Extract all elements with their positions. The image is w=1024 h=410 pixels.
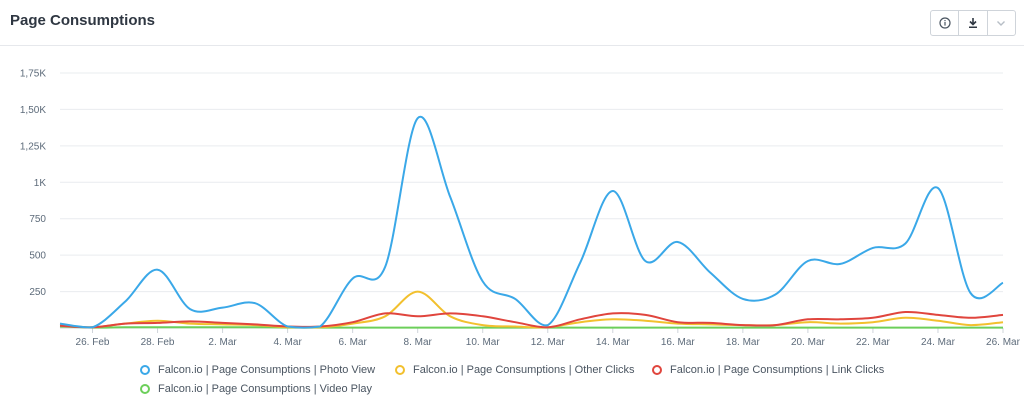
series-line-link-clicks[interactable] (59, 310, 1004, 329)
x-tick-label: 2. Mar (208, 337, 237, 348)
line-chart: 250 500 750 1K 1,25K 1,50K 1,75K 26. Feb 28. Fe… (20, 69, 1021, 349)
x-tick-label: 10. Mar (466, 337, 501, 348)
info-circle-icon (939, 17, 951, 29)
x-tick-label: 8. Mar (404, 337, 433, 348)
x-tick-label: 6. Mar (338, 337, 367, 348)
series-line-photo-view[interactable] (59, 115, 1004, 329)
download-button[interactable] (959, 11, 988, 35)
x-tick-label: 28. Feb (141, 337, 175, 348)
legend-item-link-clicks[interactable]: Falcon.io | Page Consumptions | Link Cli… (652, 364, 884, 376)
legend-label: Falcon.io | Page Consumptions | Photo Vi… (158, 364, 376, 376)
legend-label: Falcon.io | Page Consumptions | Link Cli… (670, 364, 885, 376)
legend-marker-icon (140, 365, 150, 375)
x-tick-label: 12. Mar (531, 337, 566, 348)
x-tick-label: 14. Mar (596, 337, 631, 348)
legend-item-video-play[interactable]: Falcon.io | Page Consumptions | Video Pl… (140, 383, 372, 395)
legend-item-other-clicks[interactable]: Falcon.io | Page Consumptions | Other Cl… (395, 364, 635, 376)
download-icon (968, 18, 977, 28)
chart-toolbar (930, 10, 1016, 36)
menu-button[interactable] (988, 11, 1015, 35)
x-tick-label: 16. Mar (661, 337, 696, 348)
legend-marker-icon (140, 384, 150, 394)
x-tick-label: 26. Feb (76, 337, 110, 348)
x-tick-label: 4. Mar (273, 337, 302, 348)
y-tick-label: 1K (34, 178, 47, 189)
x-tick-label: 18. Mar (726, 337, 761, 348)
info-button[interactable] (931, 11, 960, 35)
y-tick-label: 750 (29, 214, 46, 225)
chart-header: Page Consumptions (0, 0, 1024, 46)
series-line-other-clicks[interactable] (59, 290, 1004, 329)
y-tick-label: 500 (29, 251, 46, 262)
legend-label: Falcon.io | Page Consumptions | Other Cl… (413, 364, 635, 376)
legend-marker-icon (652, 365, 662, 375)
x-tick-label: 24. Mar (921, 337, 956, 348)
page-title: Page Consumptions (10, 12, 156, 29)
y-tick-label: 1,50K (20, 105, 46, 116)
y-tick-label: 250 (29, 287, 46, 298)
y-tick-label: 1,75K (20, 69, 46, 80)
legend-label: Falcon.io | Page Consumptions | Video Pl… (158, 383, 373, 395)
legend-item-photo-view[interactable]: Falcon.io | Page Consumptions | Photo Vi… (140, 364, 375, 376)
x-tick-label: 26. Mar (986, 337, 1021, 348)
x-tick-label: 22. Mar (856, 337, 891, 348)
x-tick-label: 20. Mar (791, 337, 826, 348)
legend-marker-icon (395, 365, 405, 375)
y-tick-label: 1,25K (20, 141, 46, 152)
chevron-down-icon (997, 21, 1006, 26)
